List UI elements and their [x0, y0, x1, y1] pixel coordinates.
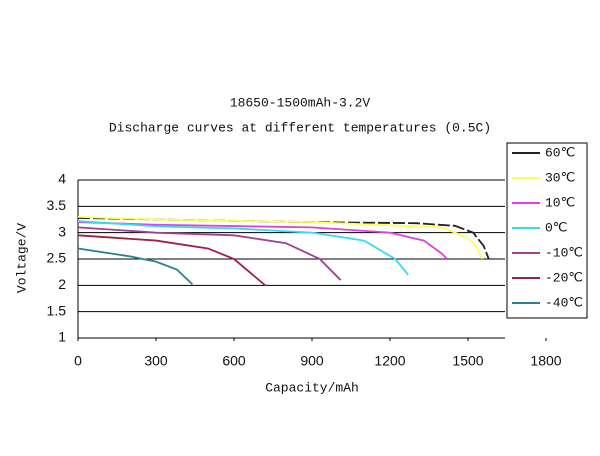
legend-box — [506, 142, 588, 319]
series-line — [77, 217, 490, 260]
series-line — [77, 234, 266, 287]
series-line — [77, 221, 448, 260]
x-tick-label: 900 — [300, 353, 324, 369]
y-tick-label: 1.5 — [47, 302, 67, 318]
chart-subtitle: Discharge curves at different temperatur… — [109, 120, 491, 135]
y-tick-label: 4 — [58, 171, 66, 187]
y-axis-label: Voltage/V — [14, 223, 29, 293]
legend-label: -20℃ — [545, 270, 583, 285]
x-tick-label: 1800 — [530, 353, 561, 369]
y-tick-label: 2.5 — [47, 250, 67, 266]
legend-label: 0℃ — [545, 220, 567, 235]
x-tick-label: 1500 — [452, 353, 483, 369]
series-line — [77, 215, 484, 260]
chart-title: 18650-1500mAh-3.2V — [230, 95, 371, 110]
x-tick-label: 300 — [144, 353, 168, 369]
legend-label: 10℃ — [545, 195, 575, 210]
y-tick-label: 1 — [58, 329, 66, 345]
y-tick-label: 2 — [58, 276, 66, 292]
legend-label: -40℃ — [545, 295, 583, 310]
x-tick-label: 1200 — [374, 353, 405, 369]
x-tick-label: 0 — [74, 353, 82, 369]
y-tick-label: 3.5 — [47, 197, 67, 213]
x-tick-label: 600 — [222, 353, 246, 369]
series-line — [77, 247, 194, 285]
series-line — [77, 226, 342, 281]
x-axis-label: Capacity/mAh — [265, 380, 359, 395]
legend-label: -10℃ — [545, 245, 583, 260]
legend-label: 30℃ — [545, 170, 575, 185]
y-tick-label: 3 — [58, 223, 66, 239]
legend-label: 60℃ — [545, 145, 575, 160]
series-line — [77, 220, 409, 276]
